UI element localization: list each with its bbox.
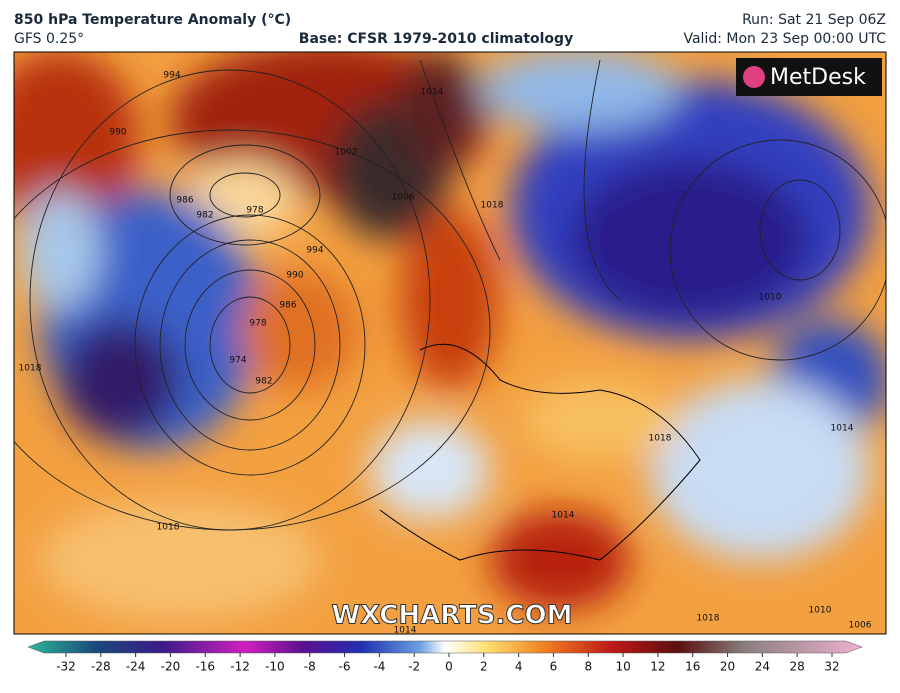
colorbar-tick-label: -24 [126,660,146,674]
isobar-label: 1014 [552,511,575,521]
isobar-label: 986 [176,196,193,206]
colorbar-tick-label: 4 [515,660,523,674]
colorbar-tick-label: 24 [755,660,770,674]
isobar-label: 994 [163,71,180,81]
isobar-label: 986 [279,301,296,311]
colorbar-tick-label: 2 [480,660,488,674]
colorbar-tick-label: -12 [230,660,250,674]
colorbar [27,640,863,654]
isobar-label: 1018 [697,614,720,624]
colorbar-tick-label: -6 [339,660,351,674]
watermark: WXCHARTS.COM [331,601,572,631]
isobar-label: 982 [196,211,213,221]
colorbar-tick-label: -20 [161,660,181,674]
colorbar-tick-label: -16 [195,660,215,674]
model: GFS 0.25° [14,31,84,47]
isobar-label: 1014 [394,626,417,636]
colorbar-tick-label: -4 [373,660,385,674]
colorbar-tick-label: 16 [685,660,700,674]
isobar-label: 982 [255,377,272,387]
isobar-label: 990 [286,271,303,281]
title: 850 hPa Temperature Anomaly (°C) [14,12,291,28]
colorbar-tick-label: 12 [650,660,665,674]
colorbar-tick-label: 8 [584,660,592,674]
colorbar-tick-label: -8 [304,660,316,674]
map-frame [13,51,887,635]
colorbar-tick-label: 6 [550,660,558,674]
isobar-label: 1006 [392,193,415,203]
colorbar-ticks: -32 -28 -24 -20 -16 -12 -10 -8 -6 -4 -2 0 2 4 6 8 10 12 16… [56,653,840,674]
colorbar-tick-label: 28 [790,660,805,674]
isobar-label: 1014 [831,424,854,434]
base: Base: CFSR 1979-2010 climatology [299,31,573,47]
isobar-label: 1014 [421,88,444,98]
isobar-label: 978 [249,319,266,329]
isobar-label: 1018 [19,364,42,374]
valid: Valid: Mon 23 Sep 00:00 UTC [683,31,886,47]
isobar-label: 974 [229,356,246,366]
logo: MetDesk [770,65,866,90]
isobar-label: 994 [306,246,323,256]
isobar-label: 990 [109,128,126,138]
colorbar-tick-label: 0 [445,660,453,674]
colorbar-tick-label: 20 [720,660,735,674]
isobar-label: 978 [246,206,263,216]
colorbar-tick-label: -2 [408,660,420,674]
colorbar-tick-label: -32 [56,660,76,674]
run: Run: Sat 21 Sep 06Z [742,12,886,28]
isobar-label: 1010 [809,606,832,616]
colorbar-tick-label: 32 [824,660,839,674]
isobar-label: 1018 [481,201,504,211]
colorbar-tick-label: 10 [615,660,630,674]
isobar-label: 1006 [849,621,872,631]
colorbar-tick-label: -10 [265,660,285,674]
isobar-label: 1002 [335,148,358,158]
map [14,52,886,634]
isobar-label: 1018 [649,434,672,444]
isobar-label: 1018 [157,523,180,533]
logo-icon [743,66,765,88]
isobar-label: 1010 [759,293,782,303]
colorbar-tick-label: -28 [91,660,111,674]
